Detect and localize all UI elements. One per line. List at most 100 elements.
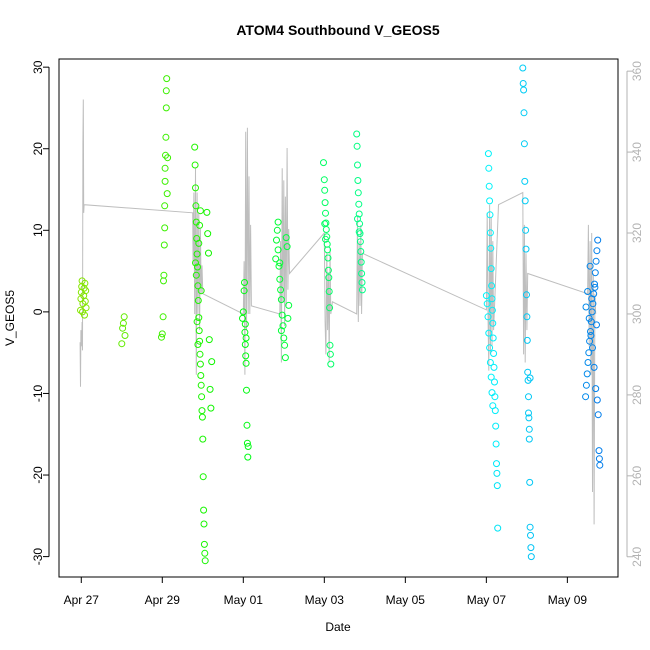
scatter-point xyxy=(243,439,251,447)
scatter-point xyxy=(274,218,282,226)
scatter-point xyxy=(526,478,534,486)
scatter-point xyxy=(493,460,500,468)
scatter-point xyxy=(197,287,205,295)
scatter-point xyxy=(196,337,204,345)
scatter-point xyxy=(321,186,329,194)
scatter-point xyxy=(595,455,603,463)
scatter-point xyxy=(272,255,280,263)
scatter-point xyxy=(582,381,590,389)
scatter-point xyxy=(277,286,285,294)
y-tick-label: -20 xyxy=(31,466,45,484)
scatter-point xyxy=(276,275,284,283)
scatter-point xyxy=(192,271,200,279)
y-tick-label: -30 xyxy=(31,548,45,566)
scatter-point xyxy=(204,230,212,238)
scatter-point xyxy=(322,235,329,243)
scatter-point xyxy=(357,248,365,255)
y2-tick-label: 360 xyxy=(630,61,644,81)
scatter-point xyxy=(519,80,527,87)
scatter-point xyxy=(321,220,329,228)
scatter-point xyxy=(595,447,603,455)
scatter-point xyxy=(591,283,599,291)
x-tick-label: May 01 xyxy=(224,593,264,607)
scatter-point xyxy=(284,314,292,322)
scatter-point xyxy=(491,378,498,386)
scatter-point xyxy=(195,239,203,247)
scatter-point xyxy=(273,236,280,244)
scatter-point xyxy=(119,324,127,332)
scatter-point xyxy=(191,161,199,169)
scatter-point xyxy=(196,350,204,358)
scatter-point xyxy=(160,241,168,249)
scatter-point xyxy=(281,341,289,349)
scatter-point xyxy=(158,333,165,341)
scatter-point xyxy=(160,271,168,279)
scatter-point xyxy=(484,150,492,158)
y-axis-label: V_GEOS5 xyxy=(3,290,17,346)
scatter-point xyxy=(193,318,201,326)
scatter-point xyxy=(485,164,493,172)
scatter-point xyxy=(596,461,604,469)
scatter-point xyxy=(355,228,363,236)
x-tick-label: May 09 xyxy=(548,593,588,607)
y-axis-right: 240 260 280 300 320 340 360 xyxy=(626,61,644,567)
y2-tick-label: 240 xyxy=(630,546,644,566)
scatter-point xyxy=(205,336,213,344)
scatter-point xyxy=(161,177,169,185)
scatter-point xyxy=(527,553,535,561)
scatter-point xyxy=(199,435,207,443)
scatter-point xyxy=(192,259,199,267)
scatter-points-layer xyxy=(77,64,604,565)
scatter-point xyxy=(522,226,530,234)
scatter-point xyxy=(325,288,333,295)
scatter-point xyxy=(589,344,596,352)
scatter-point xyxy=(355,210,363,218)
scatter-point xyxy=(196,207,204,215)
plot-area-frame xyxy=(58,58,619,578)
scatter-point xyxy=(520,109,528,117)
chart-title: ATOM4 Southbound V_GEOS5 xyxy=(236,22,439,38)
scatter-point xyxy=(354,189,362,197)
x-tick-label: Apr 27 xyxy=(64,593,100,607)
scatter-point xyxy=(354,215,361,223)
y-tick-label: 20 xyxy=(31,142,45,156)
scatter-point xyxy=(242,359,250,367)
scatter-point xyxy=(354,177,362,184)
scatter-point xyxy=(158,330,166,338)
scatter-point xyxy=(488,306,496,314)
x-axis-label: Date xyxy=(325,620,351,634)
scatter-point xyxy=(324,266,332,274)
scatter-point xyxy=(593,247,601,255)
scatter-point xyxy=(487,373,495,381)
y2-tick-label: 260 xyxy=(630,465,644,485)
scatter-point xyxy=(358,270,366,277)
scatter-point xyxy=(275,262,283,270)
scatter-point xyxy=(591,280,598,288)
scatter-point xyxy=(159,313,167,321)
scatter-point xyxy=(590,363,598,371)
scatter-point xyxy=(81,279,89,287)
scatter-point xyxy=(205,249,212,257)
scatter-point xyxy=(194,263,201,271)
scatter-point xyxy=(489,319,497,327)
scatter-point xyxy=(483,300,491,308)
scatter-point xyxy=(281,354,289,362)
scatter-point xyxy=(207,404,215,412)
scatter-point xyxy=(486,229,494,237)
scatter-point xyxy=(585,314,593,322)
scatter-point xyxy=(244,443,252,450)
scatter-point xyxy=(326,341,334,349)
scatter-point xyxy=(200,520,208,528)
scatter-point xyxy=(324,246,332,254)
scatter-point xyxy=(591,269,599,277)
scatter-point xyxy=(587,332,595,339)
scatter-point xyxy=(487,265,495,273)
scatter-point xyxy=(482,292,490,300)
scatter-point xyxy=(525,409,532,417)
scatter-point xyxy=(526,374,534,382)
scatter-point xyxy=(192,202,200,210)
scatter-point xyxy=(324,254,332,262)
scatter-point xyxy=(592,385,600,393)
scatter-point xyxy=(206,385,214,393)
